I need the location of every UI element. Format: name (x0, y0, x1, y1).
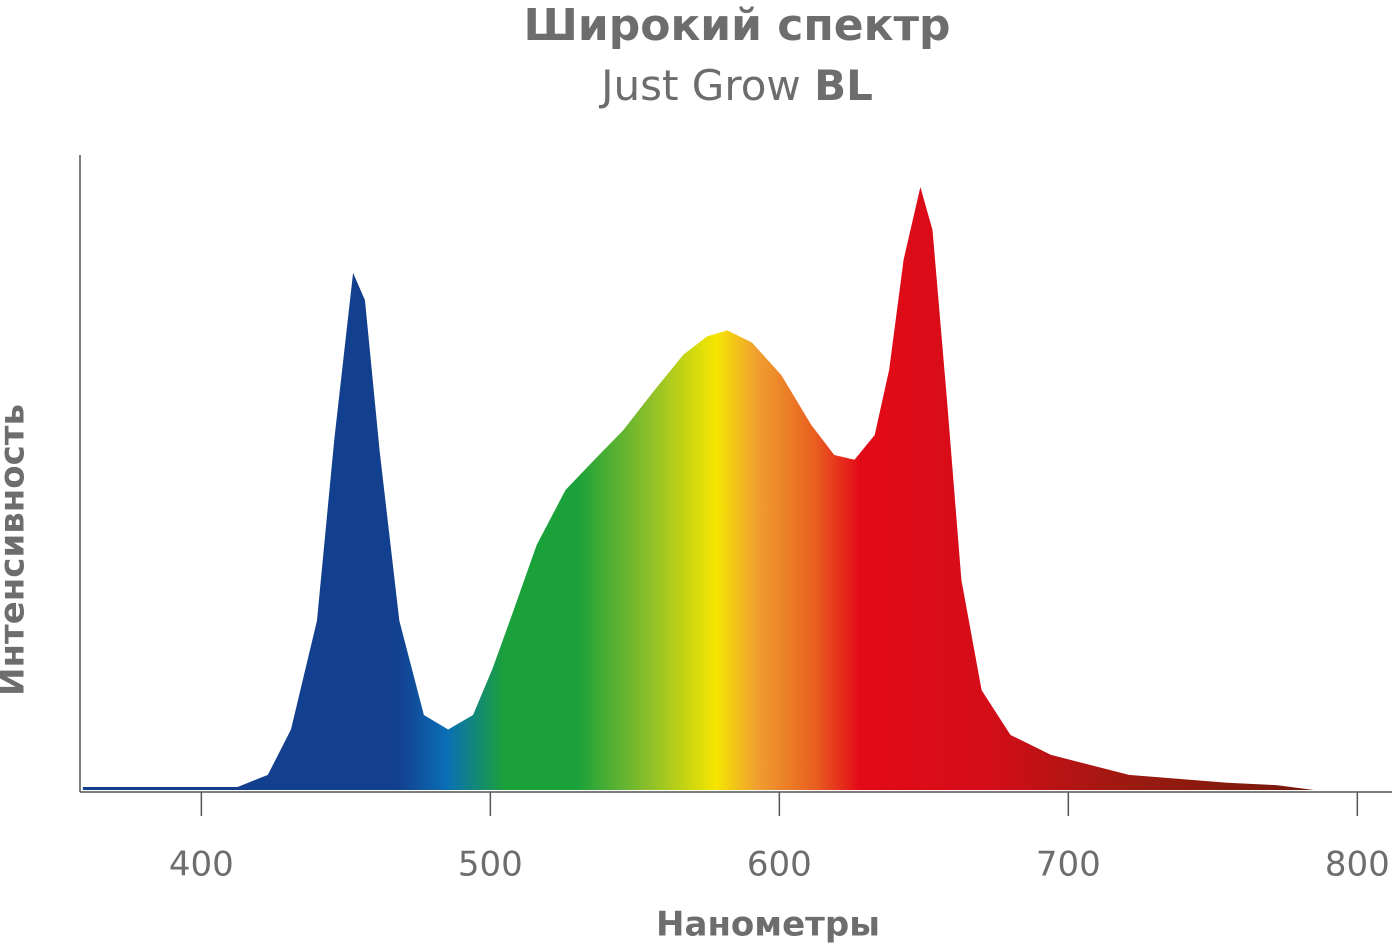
x-tick-label: 500 (458, 845, 523, 885)
subtitle-text: Just Grow (598, 61, 801, 110)
subtitle-emphasis: BL (814, 61, 873, 110)
x-tick-label: 800 (1325, 845, 1390, 885)
x-tick-label: 600 (747, 845, 812, 885)
spectrum-area (82, 187, 1314, 791)
chart-subtitle: Just Grow BL (598, 61, 873, 110)
chart-title: Широкий спектр (524, 0, 951, 51)
x-tick-label: 400 (169, 845, 234, 885)
x-tick-label: 700 (1036, 845, 1101, 885)
y-axis-label: Интенсивность (0, 404, 33, 696)
x-axis-label: Нанометры (656, 905, 880, 945)
